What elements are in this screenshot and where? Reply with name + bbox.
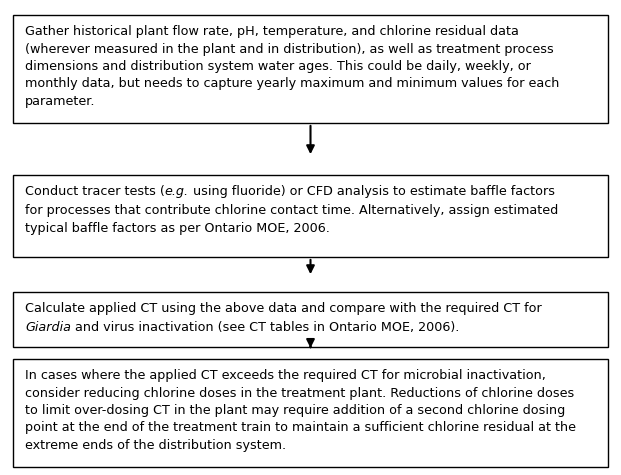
- Bar: [13, 175, 608, 257]
- Bar: [13, 15, 608, 123]
- Bar: [13, 292, 608, 347]
- Bar: [13, 359, 608, 467]
- Text: Calculate applied CT using the above data and compare with the required CT for: Calculate applied CT using the above dat…: [25, 302, 542, 315]
- Text: Gather historical plant flow rate, pH, temperature, and chlorine residual data
(: Gather historical plant flow rate, pH, t…: [25, 25, 560, 108]
- Text: Giardia: Giardia: [25, 321, 71, 333]
- Text: using fluoride) or CFD analysis to estimate baffle factors: using fluoride) or CFD analysis to estim…: [189, 185, 555, 198]
- Text: and virus inactivation (see CT tables in Ontario MOE, 2006).: and virus inactivation (see CT tables in…: [71, 321, 460, 333]
- Text: In cases where the applied CT exceeds the required CT for microbial inactivation: In cases where the applied CT exceeds th…: [25, 369, 576, 452]
- Text: typical baffle factors as per Ontario MOE, 2006.: typical baffle factors as per Ontario MO…: [25, 222, 330, 235]
- Text: e.g.: e.g.: [165, 185, 189, 198]
- Text: Conduct tracer tests (: Conduct tracer tests (: [25, 185, 165, 198]
- Text: for processes that contribute chlorine contact time. Alternatively, assign estim: for processes that contribute chlorine c…: [25, 203, 558, 217]
